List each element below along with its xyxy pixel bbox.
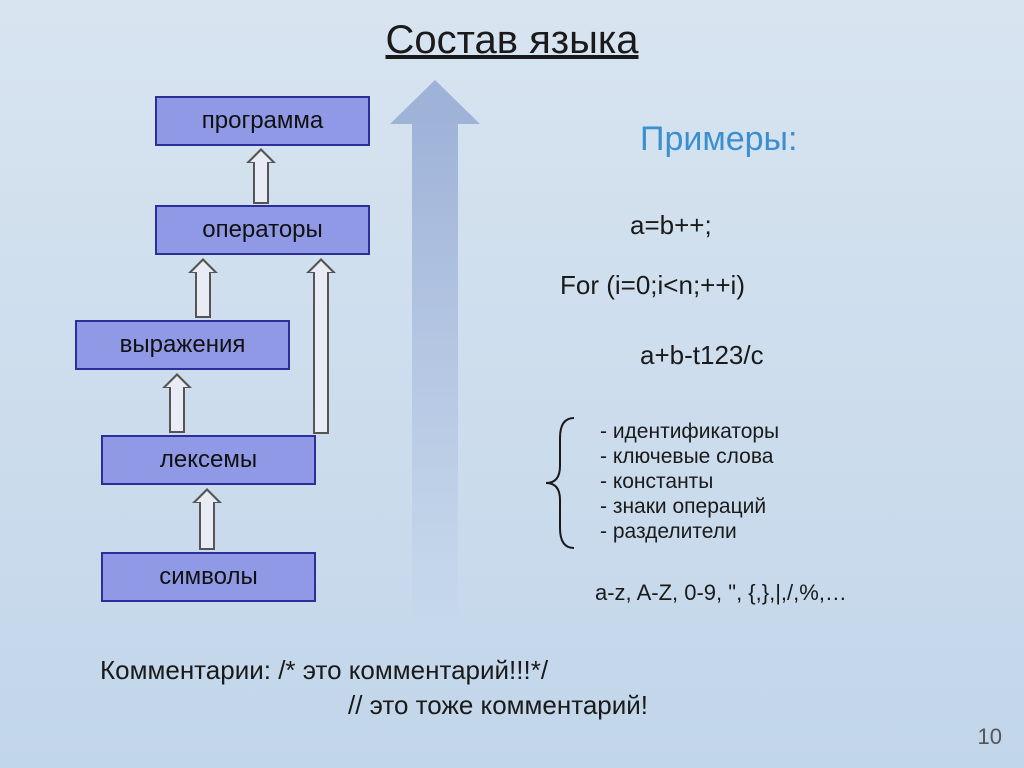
arrow-2	[306, 258, 336, 434]
comment-line-2: // это тоже комментарий!	[348, 690, 648, 721]
page-number: 10	[978, 724, 1002, 750]
symbols-example: a-z, A-Z, 0-9, ", {,},|,/,%,…	[595, 580, 847, 606]
arrow-1	[188, 258, 218, 318]
list-delimiters: - разделители	[600, 520, 737, 544]
node-program: программа	[155, 96, 370, 146]
node-lexemes: лексемы	[101, 435, 316, 485]
arrow-0	[246, 148, 276, 204]
node-operators: операторы	[155, 205, 370, 255]
big-up-arrow	[390, 80, 480, 630]
arrow-3	[162, 373, 192, 433]
node-expressions: выражения	[75, 320, 290, 370]
list-constants: - константы	[600, 470, 713, 494]
arrow-4	[192, 488, 222, 550]
curly-brace	[542, 416, 582, 550]
node-symbols: символы	[101, 552, 316, 602]
list-identifiers: - идентификаторы	[600, 420, 779, 444]
example-2: For (i=0;i<n;++i)	[560, 270, 745, 301]
example-1: a=b++;	[630, 210, 712, 241]
list-keywords: - ключевые слова	[600, 445, 773, 469]
list-operators: - знаки операций	[600, 495, 766, 519]
comment-line-1: Комментарии: /* это комментарий!!!*/	[100, 655, 548, 686]
examples-heading: Примеры:	[640, 120, 797, 159]
example-3: a+b-t123/c	[640, 340, 764, 371]
page-title: Состав языка	[386, 18, 639, 63]
